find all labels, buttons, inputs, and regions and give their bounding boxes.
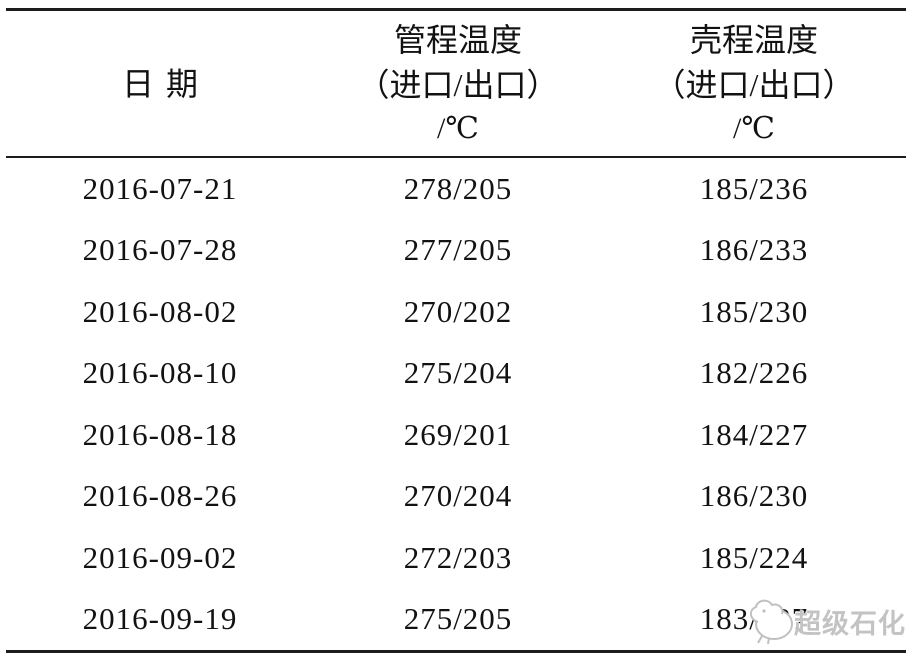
cell-shell-temp: 186/230 <box>699 478 809 514</box>
cell-shell-temp: 185/224 <box>699 539 809 575</box>
cell-shell-temp: 184/227 <box>699 416 809 452</box>
table-row: 2016-08-26 270/204 186/230 <box>6 466 906 528</box>
header-shell-line-2: （进口/出口） <box>653 66 855 103</box>
table-body: 2016-07-21 278/205 185/236 2016-07-28 277/20… <box>6 158 906 650</box>
cell-tube-temp: 277/205 <box>403 232 513 268</box>
cell-shell-temp: 183/227 <box>699 601 809 637</box>
cell-shell-temp: 182/226 <box>699 355 809 391</box>
temperature-table: 日期 管程温度 （进口/出口） /℃ 壳程温度 （进口/出口） /℃ 2016-… <box>6 8 906 653</box>
header-shell-line-1: 壳程温度 <box>689 21 818 58</box>
cell-tube-temp: 275/204 <box>403 355 513 391</box>
cell-date: 2016-07-28 <box>82 232 238 268</box>
header-cell-shell-temp: 壳程温度 （进口/出口） /℃ <box>602 11 906 156</box>
cell-tube-temp: 275/205 <box>403 601 513 637</box>
table-row: 2016-08-18 269/201 184/227 <box>6 404 906 466</box>
cell-date: 2016-09-19 <box>82 601 238 637</box>
table-row: 2016-09-19 275/205 183/227 <box>6 589 906 651</box>
table-row: 2016-07-21 278/205 185/236 <box>6 158 906 220</box>
table-bottom-border <box>6 650 906 653</box>
header-tube-line-1: 管程温度 <box>393 21 522 58</box>
header-date-label: 日期 <box>121 65 210 102</box>
cell-tube-temp: 270/204 <box>403 478 513 514</box>
header-divider <box>6 156 906 158</box>
cell-date: 2016-09-02 <box>82 539 238 575</box>
header-tube-line-2: （进口/出口） <box>357 66 559 103</box>
cell-shell-temp: 185/236 <box>699 170 809 206</box>
cell-tube-temp: 269/201 <box>403 416 513 452</box>
table-row: 2016-08-02 270/202 185/230 <box>6 281 906 343</box>
cell-date: 2016-08-26 <box>82 478 238 514</box>
cell-tube-temp: 270/202 <box>403 293 513 329</box>
header-cell-date: 日期 <box>6 11 314 156</box>
table-top-border <box>6 8 906 11</box>
header-cell-tube-temp: 管程温度 （进口/出口） /℃ <box>314 11 602 156</box>
table-row: 2016-09-02 272/203 185/224 <box>6 527 906 589</box>
table-header-row: 日期 管程温度 （进口/出口） /℃ 壳程温度 （进口/出口） /℃ <box>6 11 906 156</box>
cell-date: 2016-08-18 <box>82 416 238 452</box>
header-shell-unit: /℃ <box>733 111 775 145</box>
table-row: 2016-08-10 275/204 182/226 <box>6 343 906 405</box>
cell-tube-temp: 272/203 <box>403 539 513 575</box>
cell-shell-temp: 186/233 <box>699 232 809 268</box>
header-tube-unit: /℃ <box>437 111 479 145</box>
cell-shell-temp: 185/230 <box>699 293 809 329</box>
cell-tube-temp: 278/205 <box>403 170 513 206</box>
cell-date: 2016-08-02 <box>82 293 238 329</box>
cell-date: 2016-07-21 <box>82 170 238 206</box>
cell-date: 2016-08-10 <box>82 355 238 391</box>
table-row: 2016-07-28 277/205 186/233 <box>6 220 906 282</box>
